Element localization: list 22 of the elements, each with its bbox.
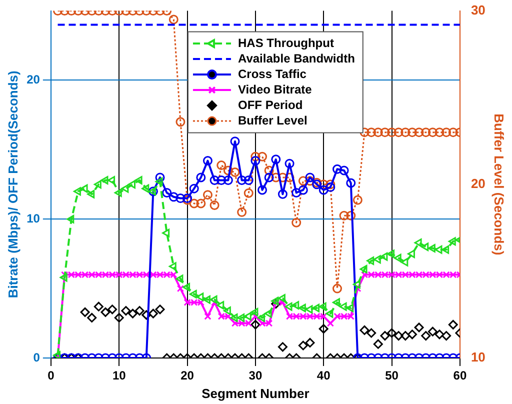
x-tick-label: 30 (248, 368, 262, 383)
legend-label: Buffer Level (238, 113, 308, 128)
x-tick-label: 10 (112, 368, 126, 383)
x-tick-label: 40 (316, 368, 331, 383)
y-tick-label: 20 (26, 72, 40, 87)
y-tick-label: 0 (33, 350, 40, 364)
legend-label: OFF Period (238, 98, 303, 112)
y2-axis-title: Buffer Level (Seconds) (492, 114, 507, 256)
x-axis-title: Segment Number (202, 386, 310, 401)
legend-label: Video Bitrate (238, 82, 312, 96)
y2-tick-label: 10 (470, 350, 486, 365)
x-tick-label: 0 (48, 368, 55, 383)
legend-label: Available Bandwidth (238, 51, 355, 66)
legend-label: Cross Taffic (238, 66, 307, 81)
y-axis-title: Bitrate (Mbps)/ OFF Period(Seconds) (5, 70, 20, 298)
x-tick-label: 60 (453, 368, 467, 383)
y2-tick-label: 30 (470, 2, 486, 18)
x-tick-label: 50 (385, 368, 399, 383)
y2-tick-label: 20 (470, 176, 486, 191)
legend-label: HAS Throughput (238, 36, 334, 50)
x-tick-label: 20 (180, 368, 194, 383)
y-tick-label: 10 (26, 211, 40, 226)
